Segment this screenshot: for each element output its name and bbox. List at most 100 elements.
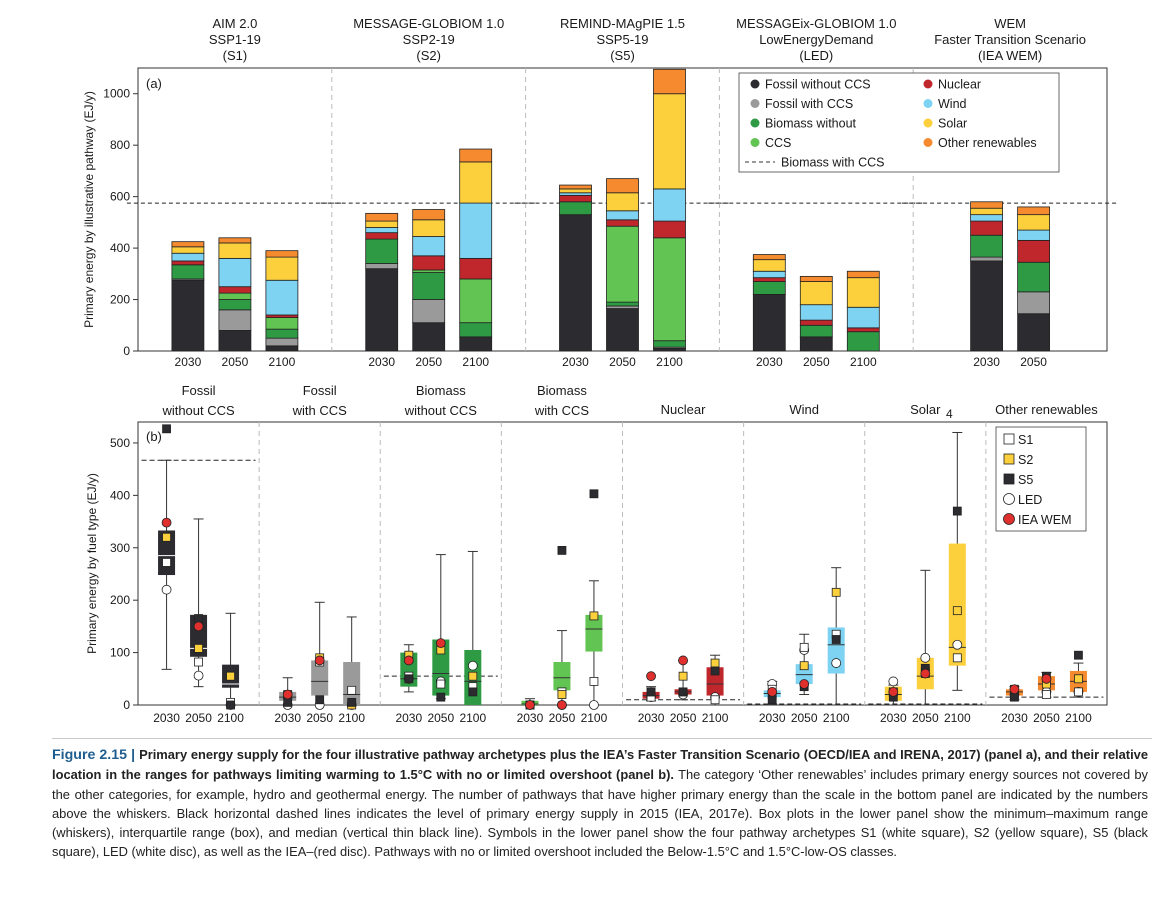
panel-a-bar-segment (1017, 261, 1050, 293)
legend-label: Solar (938, 117, 967, 131)
panel-a-xtick-label: 2050 (803, 355, 830, 369)
panel-b-xtick-label: 2050 (427, 711, 454, 725)
panel-a-bar-segment (218, 242, 252, 259)
panel-a-ytick-label: 1000 (103, 87, 130, 101)
marker-s5 (589, 489, 599, 499)
legend-label: Fossil with CCS (765, 97, 853, 111)
marker-iea-wem (1041, 673, 1052, 684)
panel-a-bar-segment (970, 201, 1003, 209)
panel-a-bar-segment (265, 250, 299, 258)
panel-b-xtick-label: 2100 (944, 711, 971, 725)
panel-b-xtick-label: 2100 (217, 711, 244, 725)
panel-a-bar-segment (365, 263, 399, 270)
panel-b-xtick-label: 2050 (549, 711, 576, 725)
panel-a-xtick-label: 2050 (1020, 355, 1047, 369)
marker-s2 (162, 532, 171, 542)
panel-b-ytick-label: 200 (110, 593, 130, 607)
panel-a-bar-segment (365, 227, 399, 234)
panel-a-bar-segment (365, 268, 399, 352)
legend-label: S2 (1018, 453, 1033, 467)
marker-iea-wem (767, 686, 778, 697)
legend-label: S1 (1018, 433, 1033, 447)
marker-iea-wem (435, 638, 446, 649)
panel-a-bar-segment (799, 281, 833, 306)
panel-a-bar-segment (606, 192, 639, 212)
panel-a-ytick-label: 200 (110, 293, 130, 307)
panel-a-bar-segment (265, 256, 299, 281)
panel-a-bar-segment (365, 220, 399, 228)
panel-a-bar-segment (265, 279, 299, 316)
legend-label: Nuclear (938, 78, 981, 92)
marker-s5 (347, 697, 357, 707)
panel-b-xtick-label: 2030 (638, 711, 665, 725)
panel-b-xtick-label: 2030 (880, 711, 907, 725)
panel-a-bar-segment (970, 256, 1003, 262)
marker-s5 (226, 700, 235, 710)
panel-a-bar-segment (752, 270, 786, 279)
legend-swatch (1003, 493, 1015, 505)
marker-s5 (194, 614, 203, 623)
panel-a-bar-segment (1017, 206, 1050, 216)
panel-a-bar-segment (970, 234, 1003, 258)
panel-b-xtick-label: 2030 (1001, 711, 1028, 725)
panel-a-bar-segment (412, 209, 446, 221)
panel-a-bar-segment (1017, 229, 1050, 241)
panel-a-bar-segment (365, 232, 399, 240)
marker-s5 (162, 424, 171, 434)
panel-a-ytick-label: 0 (123, 344, 130, 358)
legend-label: S5 (1018, 473, 1033, 487)
panel-b-xtick-label: 2100 (581, 711, 608, 725)
panel-b-ytick-label: 400 (110, 488, 130, 502)
marker-iea-wem (646, 671, 656, 682)
panel-b-category-title: Other renewables (995, 402, 1098, 417)
panel-a-group-title: AIM 2.0 (213, 16, 258, 31)
panel-a-group-title: (LED) (799, 48, 833, 63)
legend-label: LED (1018, 493, 1042, 507)
legend-swatch (750, 99, 760, 108)
marker-s2 (952, 606, 962, 616)
panel-a-bar-segment (412, 255, 446, 271)
panel-b-ytick-label: 300 (110, 541, 130, 555)
caption-figure-number: Figure 2.15 | (52, 747, 140, 763)
panel-a-bar-segment (171, 279, 205, 352)
panel-a-ytick-label: 400 (110, 241, 130, 255)
marker-led (193, 670, 204, 681)
panel-a-bar-segment (459, 161, 493, 204)
marker-s5 (404, 674, 414, 684)
panel-a-group-title: SSP5-19 (596, 32, 648, 47)
panel-a-bar-segment (459, 257, 493, 280)
marker-s2 (831, 587, 841, 597)
panel-b-outlier-count: 4 (946, 407, 953, 421)
panel-a-bar-segment (559, 184, 592, 190)
panel-a-bar-segment (846, 277, 880, 308)
panel-a-bar-segment (171, 241, 205, 248)
panel-b-box (311, 660, 329, 696)
marker-s1 (436, 679, 446, 689)
panel-a-xtick-label: 2100 (656, 355, 683, 369)
panel-b-category-title: Solar (910, 402, 941, 417)
panel-a-bar-segment (412, 322, 446, 352)
panel-a-bar-segment (171, 252, 205, 262)
marker-led (161, 584, 172, 595)
panel-a-bar-segment (459, 336, 493, 352)
panel-b-xtick-label: 2050 (185, 711, 212, 725)
panel-a-xtick-label: 2100 (850, 355, 877, 369)
panel-a-ytick-label: 800 (110, 138, 130, 152)
panel-b-xtick-label: 2050 (791, 711, 818, 725)
panel-a-bar-segment (846, 331, 880, 352)
marker-s2 (468, 671, 478, 681)
legend-swatch (923, 79, 933, 89)
panel-b-category-title: Wind (789, 402, 819, 417)
marker-s2 (710, 658, 720, 668)
panel-b-category-title: Nuclear (661, 402, 706, 417)
legend-label: Wind (938, 97, 967, 111)
marker-led (920, 652, 931, 663)
panel-a-bar-segment (970, 214, 1003, 222)
panel-b-category-title: without CCS (161, 403, 235, 418)
panel-a-bar-segment (265, 345, 299, 352)
marker-s1 (799, 642, 809, 652)
marker-s5 (283, 697, 293, 707)
panel-a-bar-segment (412, 236, 446, 257)
panel-a-xtick-label: 2030 (562, 355, 589, 369)
marker-s1 (1074, 687, 1083, 697)
